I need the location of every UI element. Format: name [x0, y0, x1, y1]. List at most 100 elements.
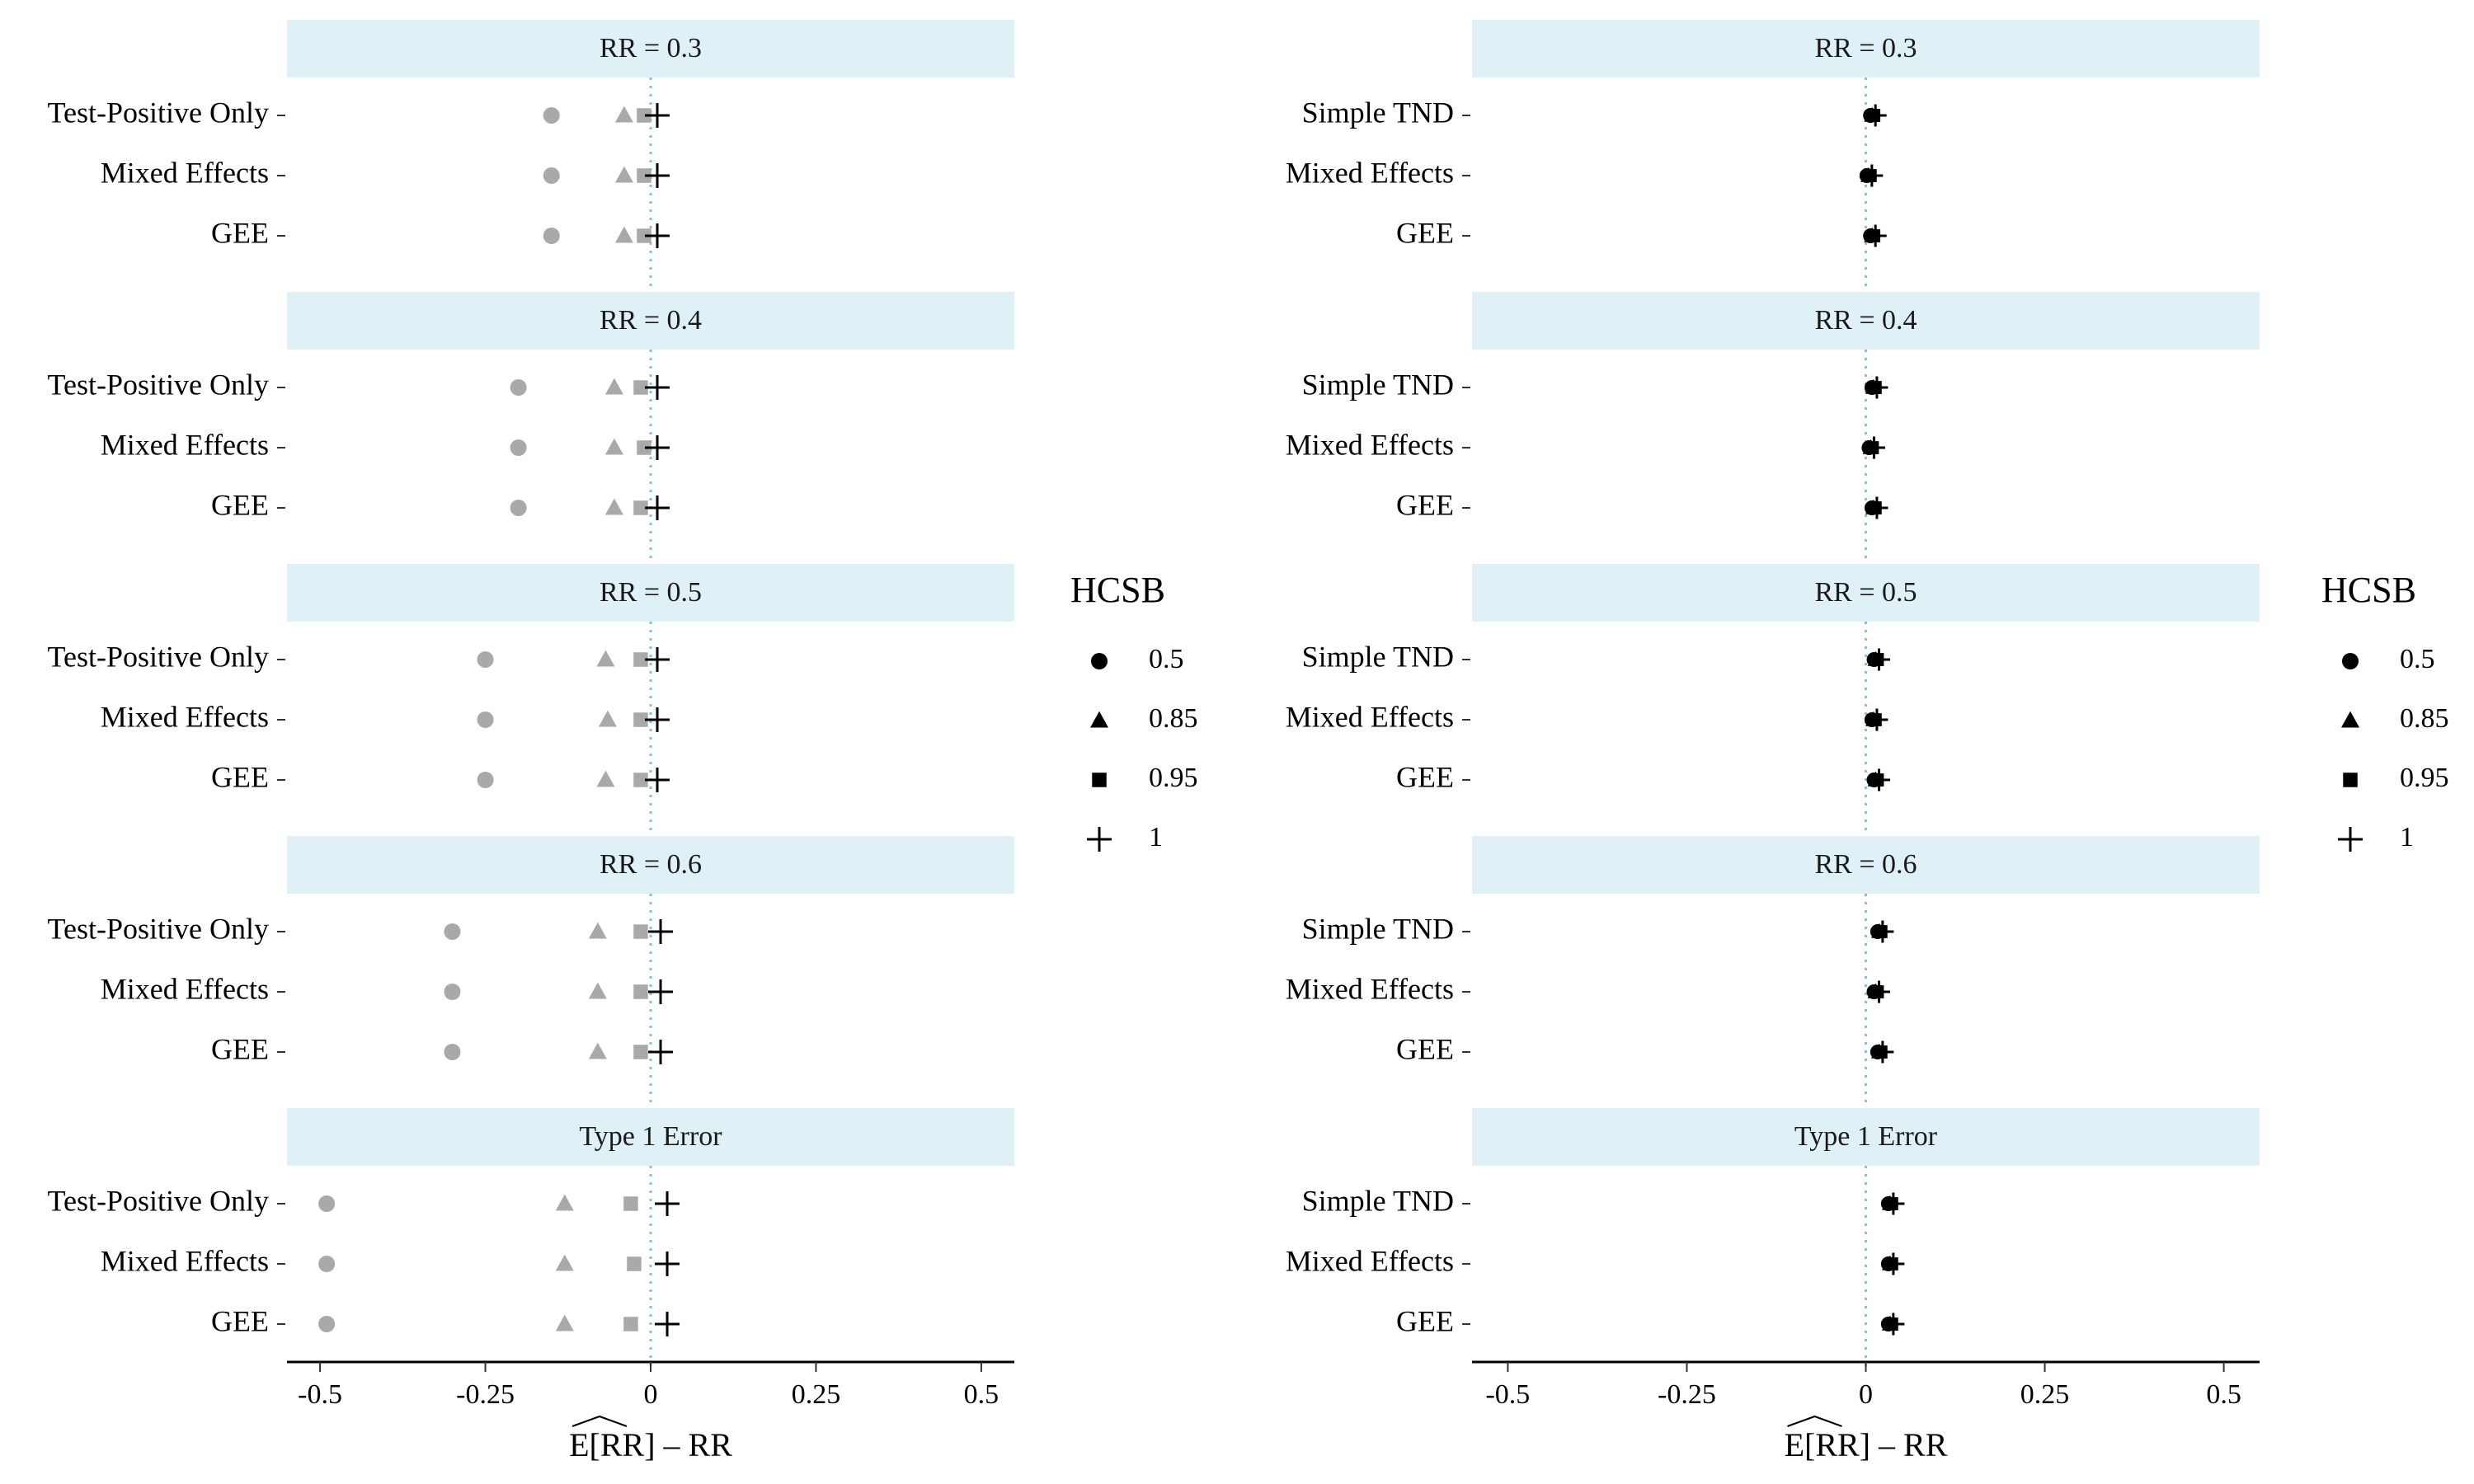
point-cross: [648, 1040, 674, 1064]
facet-title: RR = 0.4: [1814, 305, 1917, 336]
x-tick-label: 0: [1859, 1379, 1873, 1410]
category-label: GEE: [211, 216, 269, 249]
category-label: Mixed Effects: [101, 428, 269, 461]
point-circle: [444, 923, 461, 940]
legend-left: HCSB 0.5 0.85 0.95 1: [1070, 570, 1198, 852]
point-triangle: [555, 1254, 574, 1271]
facet-title: RR = 0.3: [1814, 33, 1917, 63]
category-label: Mixed Effects: [1286, 156, 1454, 189]
legend-label: 0.5: [2400, 644, 2435, 674]
point-cross: [645, 163, 670, 188]
legend-label: 1: [1149, 822, 1163, 852]
x-tick-label: 0: [644, 1379, 658, 1410]
point-triangle: [614, 106, 633, 123]
point-triangle: [555, 1194, 574, 1211]
category-label: Mixed Effects: [101, 700, 269, 733]
point-circle: [444, 984, 461, 1000]
point-cross: [645, 375, 670, 400]
point-cross: [645, 768, 670, 792]
point-circle: [477, 651, 494, 668]
point-triangle: [596, 770, 615, 787]
right-panel: RR = 0.3 Simple TND Mixed Effects GEE RR = 0…: [1286, 20, 2260, 1463]
legend-label: 1: [2400, 822, 2414, 852]
point-cross: [1868, 768, 1891, 791]
point-cross: [655, 1252, 680, 1276]
legend-label: 0.5: [1149, 644, 1184, 674]
point-triangle: [588, 1042, 607, 1059]
point-cross: [1865, 376, 1888, 399]
point-square: [627, 1256, 642, 1271]
point-circle: [477, 711, 494, 728]
point-square: [633, 712, 648, 727]
legend-key-cross: [2338, 827, 2363, 852]
category-label: GEE: [211, 1304, 269, 1337]
point-cross: [645, 707, 670, 732]
legend-key-triangle: [1090, 711, 1108, 728]
point-cross: [1871, 1040, 1894, 1064]
point-circle: [543, 228, 560, 244]
point-square: [633, 652, 648, 667]
legend-label: 0.95: [1149, 763, 1198, 793]
point-cross: [655, 1191, 680, 1216]
category-label: GEE: [211, 1032, 269, 1065]
point-cross: [655, 1312, 680, 1336]
point-circle: [444, 1044, 461, 1060]
point-cross: [1864, 224, 1887, 247]
point-cross: [1868, 980, 1891, 1003]
facet-title: RR = 0.6: [1814, 849, 1917, 880]
category-label: Mixed Effects: [1286, 700, 1454, 733]
left-panel: RR = 0.3 Test-Positive Only Mixed Effects G…: [48, 20, 1014, 1463]
facet-strip: [287, 20, 1014, 77]
point-square: [633, 500, 648, 515]
category-label: Mixed Effects: [101, 972, 269, 1005]
legend-key-triangle: [2341, 711, 2359, 728]
x-tick-label: 0.5: [964, 1379, 999, 1410]
category-label: GEE: [211, 488, 269, 521]
facet-strip: [287, 564, 1014, 622]
facet-strip: [1472, 20, 2260, 77]
point-circle: [543, 167, 560, 184]
point-square: [633, 924, 648, 939]
facet-title: RR = 0.5: [600, 577, 702, 608]
point-cross: [1882, 1252, 1905, 1275]
point-square: [633, 1045, 648, 1059]
category-label: Mixed Effects: [101, 156, 269, 189]
facet-title: RR = 0.4: [600, 305, 702, 336]
point-circle: [510, 500, 527, 516]
facet-title: RR = 0.5: [1814, 577, 1917, 608]
legend-title: HCSB: [1070, 570, 1165, 610]
facet-strip: [287, 836, 1014, 894]
point-cross: [1865, 496, 1888, 519]
facet-strip: [1472, 564, 2260, 622]
point-circle: [318, 1316, 336, 1332]
category-label: GEE: [1396, 760, 1454, 793]
point-cross: [1871, 920, 1894, 943]
facet-strip: [1472, 1108, 2260, 1166]
legend-key-square: [1092, 773, 1107, 787]
category-label: Test-Positive Only: [48, 640, 269, 673]
category-label: Simple TND: [1302, 368, 1454, 401]
point-cross: [1864, 104, 1887, 127]
category-label: Test-Positive Only: [48, 96, 269, 129]
category-label: Test-Positive Only: [48, 912, 269, 945]
category-label: Mixed Effects: [1286, 428, 1454, 461]
point-circle: [510, 439, 527, 456]
category-label: GEE: [1396, 1304, 1454, 1337]
point-triangle: [614, 166, 633, 183]
point-triangle: [588, 982, 607, 999]
legend-key-square: [2343, 773, 2358, 787]
point-circle: [318, 1195, 336, 1212]
point-square: [623, 1196, 638, 1211]
category-label: Simple TND: [1302, 96, 1454, 129]
point-square: [637, 228, 651, 243]
point-triangle: [614, 226, 633, 243]
category-label: Test-Positive Only: [48, 1184, 269, 1217]
point-cross: [1862, 436, 1885, 459]
point-triangle: [604, 378, 623, 395]
point-square: [633, 984, 648, 999]
legend-label: 0.95: [2400, 763, 2449, 793]
category-label: Mixed Effects: [1286, 1244, 1454, 1277]
category-label: Mixed Effects: [101, 1244, 269, 1277]
estimate-hat: [1787, 1415, 1842, 1427]
